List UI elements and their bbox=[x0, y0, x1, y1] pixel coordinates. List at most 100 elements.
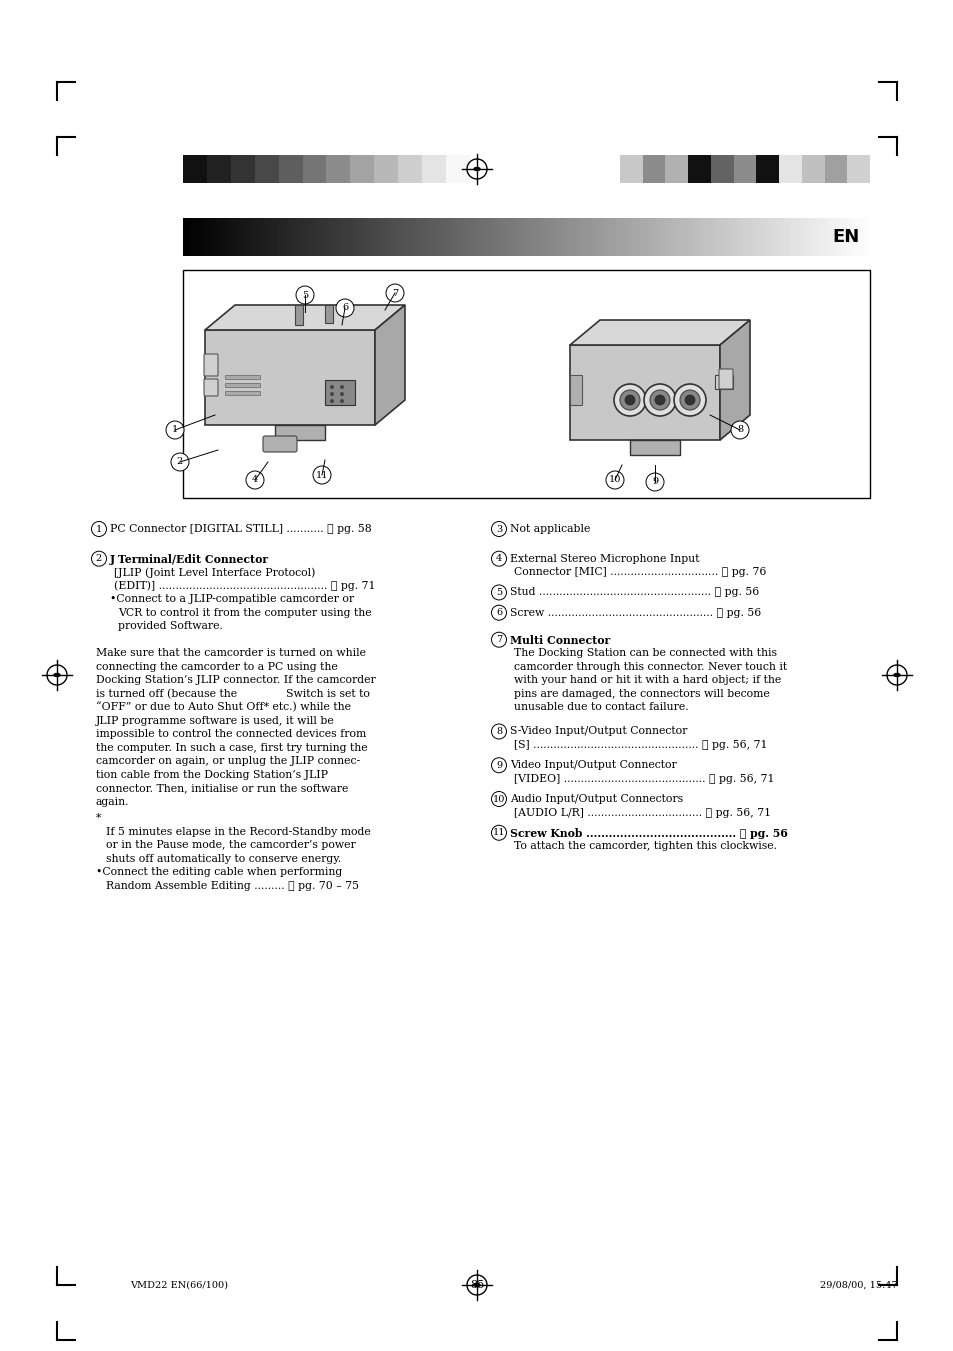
Bar bbox=[663, 218, 667, 255]
Bar bbox=[492, 218, 496, 255]
Text: Video Input/Output Connector: Video Input/Output Connector bbox=[510, 761, 676, 770]
Text: •Connect to a JLIP-compatible camcorder or: •Connect to a JLIP-compatible camcorder … bbox=[110, 594, 354, 604]
Circle shape bbox=[679, 390, 700, 409]
Bar bbox=[334, 218, 337, 255]
Bar bbox=[801, 218, 804, 255]
Bar bbox=[294, 305, 303, 326]
Circle shape bbox=[619, 390, 639, 409]
Bar bbox=[811, 218, 815, 255]
Bar bbox=[633, 218, 637, 255]
Bar bbox=[434, 218, 437, 255]
Text: 10: 10 bbox=[493, 794, 505, 804]
Text: If 5 minutes elapse in the Record-Standby mode: If 5 minutes elapse in the Record-Standb… bbox=[106, 827, 371, 836]
Bar bbox=[422, 155, 446, 182]
Bar bbox=[258, 218, 262, 255]
Bar bbox=[372, 218, 375, 255]
Text: 4: 4 bbox=[496, 554, 501, 563]
Text: VMD22 EN(66/100): VMD22 EN(66/100) bbox=[130, 1281, 228, 1289]
Bar bbox=[374, 155, 397, 182]
Text: Random Assemble Editing ......... ℡ pg. 70 – 75: Random Assemble Editing ......... ℡ pg. … bbox=[106, 881, 358, 890]
Text: 7: 7 bbox=[496, 635, 501, 644]
Bar bbox=[357, 218, 362, 255]
Circle shape bbox=[491, 521, 506, 536]
Bar bbox=[217, 218, 221, 255]
Text: pins are damaged, the connectors will become: pins are damaged, the connectors will be… bbox=[514, 689, 769, 698]
Text: 6: 6 bbox=[341, 304, 348, 312]
Bar bbox=[454, 218, 457, 255]
FancyBboxPatch shape bbox=[719, 369, 732, 389]
Text: 5: 5 bbox=[301, 290, 308, 300]
Polygon shape bbox=[205, 305, 405, 330]
Bar bbox=[289, 218, 294, 255]
Bar bbox=[677, 218, 680, 255]
Text: External Stereo Microphone Input: External Stereo Microphone Input bbox=[510, 554, 699, 563]
Bar bbox=[326, 155, 350, 182]
Text: 9: 9 bbox=[651, 477, 658, 486]
Bar bbox=[337, 218, 341, 255]
Bar bbox=[340, 218, 345, 255]
Bar bbox=[193, 218, 197, 255]
Bar bbox=[790, 218, 794, 255]
Text: [S] ................................................. ℡ pg. 56, 71: [S] ....................................… bbox=[514, 740, 767, 750]
Bar bbox=[385, 218, 389, 255]
Bar bbox=[265, 218, 269, 255]
Bar bbox=[783, 218, 787, 255]
Bar bbox=[225, 376, 260, 380]
Text: 3: 3 bbox=[496, 524, 501, 534]
Bar bbox=[252, 218, 255, 255]
Bar bbox=[762, 218, 766, 255]
Bar bbox=[241, 218, 245, 255]
Text: or in the Pause mode, the camcorder’s power: or in the Pause mode, the camcorder’s po… bbox=[106, 840, 355, 850]
Circle shape bbox=[684, 394, 695, 405]
Text: [VIDEO] .......................................... ℡ pg. 56, 71: [VIDEO] ................................… bbox=[514, 774, 774, 784]
Circle shape bbox=[491, 551, 506, 566]
Circle shape bbox=[643, 384, 676, 416]
Bar bbox=[231, 218, 234, 255]
Circle shape bbox=[295, 286, 314, 304]
Circle shape bbox=[386, 284, 403, 303]
Text: 85: 85 bbox=[470, 1279, 483, 1290]
Bar bbox=[674, 218, 678, 255]
Circle shape bbox=[335, 299, 354, 317]
Bar bbox=[588, 218, 592, 255]
Bar bbox=[804, 218, 808, 255]
Bar bbox=[687, 218, 691, 255]
Bar bbox=[392, 218, 396, 255]
Bar bbox=[636, 218, 639, 255]
Bar bbox=[302, 155, 326, 182]
Bar bbox=[306, 218, 311, 255]
Bar bbox=[416, 218, 420, 255]
Bar bbox=[777, 218, 781, 255]
Circle shape bbox=[649, 390, 669, 409]
Bar bbox=[749, 218, 753, 255]
Bar bbox=[653, 218, 657, 255]
Polygon shape bbox=[375, 305, 405, 426]
Circle shape bbox=[91, 521, 107, 536]
Bar bbox=[719, 218, 722, 255]
Bar bbox=[475, 218, 478, 255]
Circle shape bbox=[491, 792, 506, 807]
Bar bbox=[539, 218, 543, 255]
Circle shape bbox=[330, 385, 334, 389]
Bar bbox=[862, 218, 866, 255]
Polygon shape bbox=[274, 426, 325, 440]
Bar bbox=[413, 218, 416, 255]
Text: connecting the camcorder to a PC using the: connecting the camcorder to a PC using t… bbox=[96, 662, 337, 671]
Circle shape bbox=[246, 471, 264, 489]
Bar bbox=[495, 218, 499, 255]
Bar bbox=[715, 218, 719, 255]
Text: connector. Then, initialise or run the software: connector. Then, initialise or run the s… bbox=[96, 784, 348, 793]
Bar bbox=[293, 218, 296, 255]
Bar bbox=[464, 218, 468, 255]
Bar bbox=[856, 218, 860, 255]
Bar bbox=[323, 218, 328, 255]
Bar bbox=[773, 218, 777, 255]
Bar bbox=[190, 218, 193, 255]
Bar bbox=[231, 155, 254, 182]
Bar bbox=[211, 218, 214, 255]
Text: 2: 2 bbox=[95, 554, 102, 563]
Polygon shape bbox=[629, 440, 679, 455]
Bar bbox=[828, 218, 832, 255]
Bar bbox=[282, 218, 286, 255]
Bar bbox=[733, 155, 756, 182]
